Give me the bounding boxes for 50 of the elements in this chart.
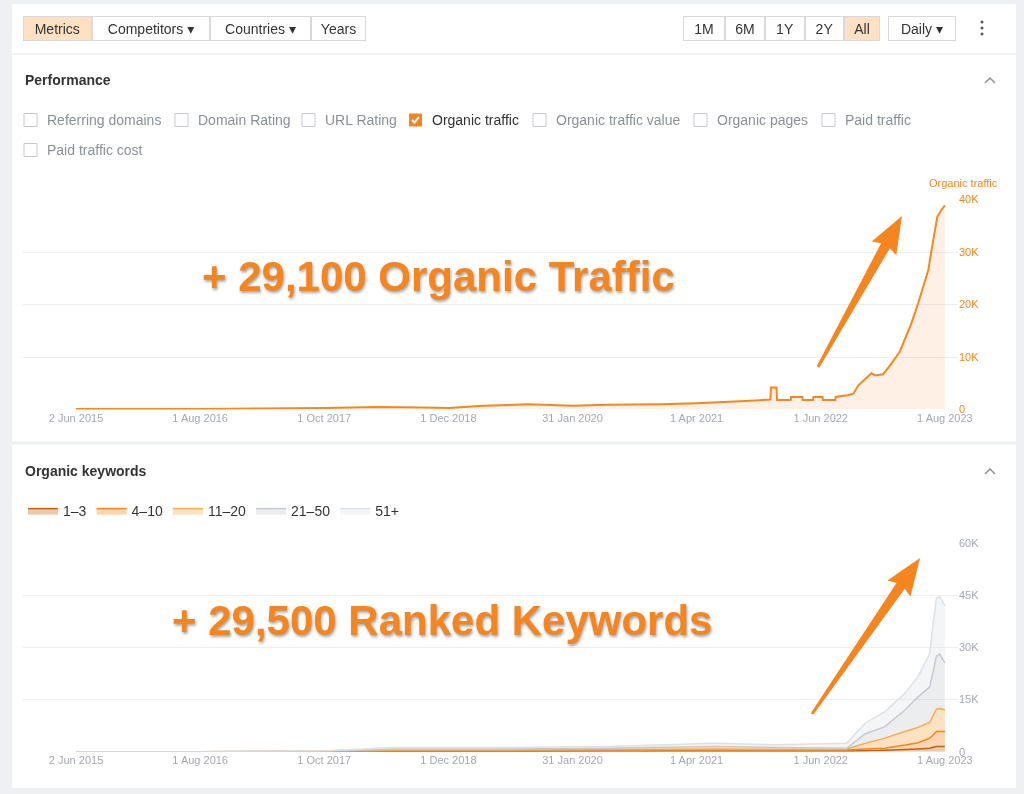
y-tick-label: 10K [959,350,980,363]
x-tick-label: 2 Jun 2015 [48,411,104,424]
legend-label: 21–50 [291,503,331,520]
x-tick-label: 2 Jun 2015 [48,753,104,766]
x-tick-label: 1 Oct 2017 [297,753,352,766]
text: Competitors ▾ [107,20,195,37]
text: Referring domains [47,112,162,128]
x-tick-label: 31 Jan 2020 [542,411,603,424]
text: 6M [735,20,755,37]
text: Domain Rating [198,112,291,128]
y-tick-label: 20K [959,298,980,311]
text: Organic pages [717,112,809,128]
chart-title: Performance [25,72,111,88]
legend-label: 11–20 [207,503,247,520]
legend-label: 51+ [375,503,399,520]
x-tick-label: 1 Aug 2016 [172,753,228,766]
legend-label: 4–10 [131,503,163,520]
x-tick-label: 1 Aug 2016 [172,411,228,424]
y-tick-label: 15K [959,693,980,706]
x-tick-label: 1 Apr 2021 [670,753,724,766]
text: 1Y [776,20,794,37]
x-tick-label: 1 Oct 2017 [297,411,352,424]
x-tick-label: 1 Apr 2021 [670,411,724,424]
x-tick-label: 1 Dec 2018 [420,753,477,766]
annotation: + 29,100 Organic Traffic [202,253,675,300]
y-axis-title: Organic traffic [929,177,998,189]
text: 2Y [815,20,834,37]
x-tick-label: 1 Jun 2022 [793,753,848,766]
text: Organic traffic [432,112,519,128]
y-tick-label: 40K [959,193,980,206]
y-tick-label: 60K [959,537,980,550]
x-tick-label: 1 Dec 2018 [420,411,477,424]
text: Metrics [34,20,80,37]
text: 1M [694,20,714,37]
chart-title: Organic keywords [25,463,147,479]
text: URL Rating [325,112,397,128]
text: Paid traffic cost [47,142,143,158]
y-tick-label: 30K [959,245,980,258]
annotation: + 29,500 Ranked Keywords [172,597,713,644]
legend-label: 1–3 [63,503,87,520]
x-tick-label: 1 Jun 2022 [793,411,848,424]
text: Years [320,20,357,37]
text: Organic traffic value [556,112,681,128]
text: All [854,20,870,37]
text: Countries ▾ [225,20,296,37]
y-tick-label: 45K [959,589,980,602]
text: Daily ▾ [900,20,944,37]
text: Paid traffic [845,112,911,128]
x-tick-label: 31 Jan 2020 [542,753,603,766]
y-tick-label: 30K [959,641,980,654]
